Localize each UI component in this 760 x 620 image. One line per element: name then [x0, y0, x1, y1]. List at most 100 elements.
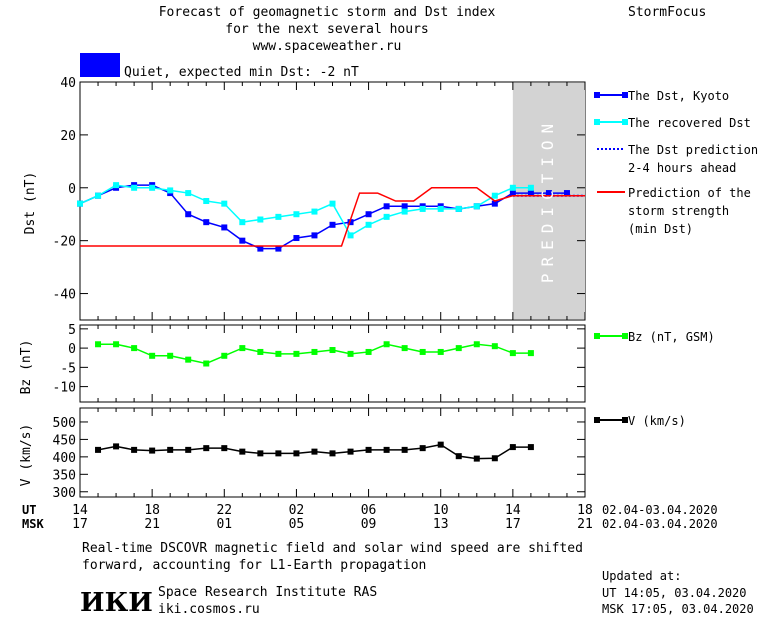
data-point [455, 453, 462, 460]
y-tick-label: -40 [53, 288, 76, 303]
data-point [401, 208, 408, 215]
legend-marker-point [622, 119, 628, 125]
data-point [437, 205, 444, 212]
data-point [185, 446, 192, 453]
data-point [203, 198, 210, 204]
y-tick-label: 0 [68, 342, 76, 357]
title-line-2: for the next several hours [225, 22, 429, 37]
y-tick-label: 400 [53, 451, 76, 466]
data-point [131, 446, 138, 453]
x-tick-label-ut: 14 [505, 503, 521, 518]
legend-label: V (km/s) [628, 414, 686, 428]
data-point [221, 445, 228, 452]
data-point [527, 444, 534, 451]
ut-row-label: UT [22, 503, 36, 517]
updated-msk: MSK 17:05, 03.04.2020 [602, 602, 754, 616]
data-point [563, 190, 570, 197]
data-point [239, 345, 246, 352]
legend-marker-point [594, 417, 600, 423]
data-point [527, 350, 534, 357]
bz-axis-label: Bz (nT) [19, 340, 34, 395]
data-point [131, 184, 138, 191]
legend-label: storm strength [628, 204, 729, 218]
legend-label: The Dst, Kyoto [628, 89, 729, 103]
data-point [131, 345, 138, 352]
data-point [419, 445, 426, 452]
institute-name: Space Research Institute RAS [158, 585, 377, 600]
y-tick-label: 5 [68, 323, 76, 338]
data-point [311, 448, 318, 455]
x-tick-label-ut: 06 [361, 503, 377, 518]
y-tick-label: 350 [53, 468, 76, 483]
data-point [185, 190, 192, 197]
data-point [311, 232, 318, 239]
y-tick-label: 500 [53, 416, 76, 431]
x-tick-label-msk: 09 [361, 517, 377, 532]
data-point [257, 245, 264, 252]
x-tick-label-ut: 02 [289, 503, 305, 518]
data-point [203, 219, 210, 226]
data-point [221, 200, 228, 207]
legend-label: The Dst prediction [628, 143, 758, 157]
legend-label: Prediction of the [628, 186, 751, 200]
data-point [455, 345, 462, 352]
legend-marker-point [622, 92, 628, 98]
legend-label: The recovered Dst [628, 116, 751, 130]
data-point [95, 341, 102, 348]
bz-panel-frame [79, 324, 586, 403]
title-line-1: Forecast of geomagnetic storm and Dst in… [159, 5, 496, 20]
data-point [257, 348, 264, 355]
data-point [347, 350, 354, 357]
data-point [167, 352, 174, 359]
legend-marker-point [622, 333, 628, 339]
data-point [527, 184, 534, 191]
y-tick-label: -20 [53, 235, 76, 250]
data-point [365, 221, 372, 228]
data-point [167, 187, 174, 194]
data-point [113, 182, 120, 189]
data-point [185, 356, 192, 363]
data-point [509, 350, 516, 357]
dst-axis-label: Dst (nT) [23, 172, 38, 235]
data-point [203, 445, 210, 452]
data-point [401, 203, 408, 210]
y-tick-label: 40 [60, 76, 76, 91]
footer-note-line-2: forward, accounting for L1-Earth propaga… [82, 558, 426, 573]
data-point [491, 455, 498, 462]
data-point [275, 213, 282, 220]
data-point [149, 352, 156, 359]
data-point [239, 448, 246, 455]
legend-label: Bz (nT, GSM) [628, 330, 715, 344]
data-point [293, 211, 300, 218]
prediction-shade [512, 83, 585, 319]
y-tick-label: 0 [68, 182, 76, 197]
data-point [113, 443, 120, 450]
data-point [239, 219, 246, 226]
x-tick-label-msk: 01 [216, 517, 232, 532]
y-tick-label: 450 [53, 433, 76, 448]
data-point [203, 360, 210, 367]
data-point [365, 211, 372, 218]
msk-row-label: MSK [22, 517, 44, 531]
institute-site: iki.cosmos.ru [158, 602, 260, 617]
data-point [401, 345, 408, 352]
updated-title: Updated at: [602, 569, 681, 583]
data-point [311, 348, 318, 355]
data-point [293, 350, 300, 357]
x-tick-label-msk: 13 [433, 517, 449, 532]
data-point [221, 224, 228, 231]
data-point [257, 216, 264, 223]
data-point [383, 203, 390, 210]
iki-logo: ИКИ [80, 588, 153, 618]
legend-marker-point [594, 92, 600, 98]
data-point [545, 190, 552, 197]
data-point [437, 348, 444, 355]
legend-marker-point [622, 417, 628, 423]
x-tick-label-msk: 21 [144, 517, 160, 532]
data-point [491, 343, 498, 350]
status-text: Quiet, expected min Dst: -2 nT [124, 65, 359, 80]
x-tick-label-msk: 05 [289, 517, 305, 532]
data-point [491, 192, 498, 199]
data-point [455, 205, 462, 212]
